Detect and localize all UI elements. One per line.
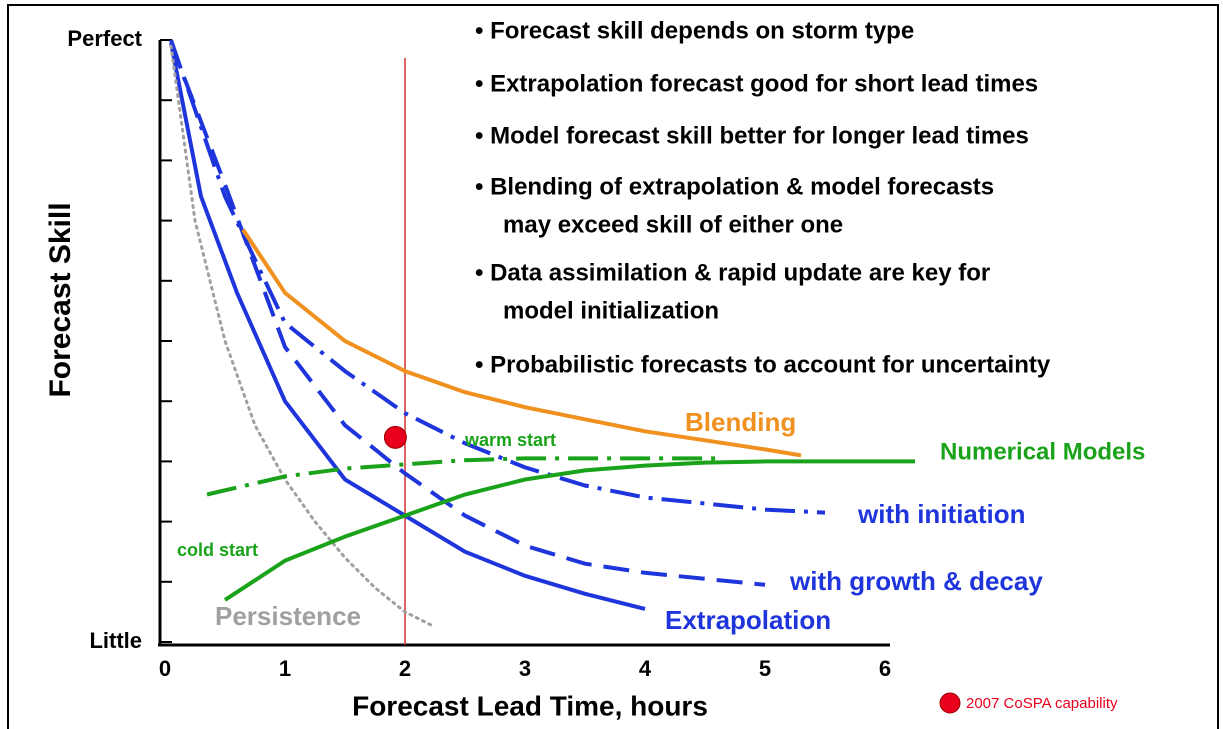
x-tick-label: 6 — [879, 656, 891, 681]
bullet-text: • Forecast skill depends on storm type — [475, 17, 914, 44]
x-tick-label: 1 — [279, 656, 291, 681]
group-label: Numerical Models — [940, 438, 1145, 465]
x-axis-title: Forecast Lead Time, hours — [352, 690, 708, 721]
bullet-text: • Blending of extrapolation & model fore… — [475, 173, 994, 200]
x-tick-label: 2 — [399, 656, 411, 681]
x-tick-label: 4 — [639, 656, 652, 681]
bullet-text: • Extrapolation forecast good for short … — [475, 70, 1038, 97]
bullet-text: • Probabilistic forecasts to account for… — [475, 351, 1051, 378]
legend-label: 2007 CoSPA capability — [966, 695, 1118, 712]
bullet-text: model initialization — [503, 297, 719, 324]
bullet-text: may exceed skill of either one — [503, 211, 843, 238]
series-line — [241, 228, 802, 458]
series-label: Extrapolation — [665, 605, 831, 635]
y-axis-title: Forecast Skill — [44, 202, 77, 397]
bullet-text: • Model forecast skill better for longer… — [475, 122, 1029, 149]
x-tick-label: 0 — [159, 656, 171, 681]
series-label: with growth & decay — [789, 566, 1043, 596]
bullet-text: • Data assimilation & rapid update are k… — [475, 259, 990, 286]
series-label: with initiation — [857, 499, 1026, 529]
series-label: Blending — [685, 407, 796, 437]
legend-marker — [939, 692, 961, 714]
y-tick-label: Little — [89, 628, 142, 653]
x-tick-label: 3 — [519, 656, 531, 681]
series-line — [169, 42, 646, 611]
x-tick-label: 5 — [759, 656, 771, 681]
series-line — [169, 44, 437, 629]
series-label: Persistence — [215, 601, 361, 631]
series-line — [169, 42, 766, 587]
frame — [7, 4, 1219, 729]
series-label: cold start — [177, 540, 258, 560]
series-label: warm start — [464, 430, 556, 450]
data-point — [383, 425, 407, 449]
series-line — [169, 39, 826, 515]
series-line — [223, 459, 915, 602]
series-line — [206, 456, 717, 497]
y-tick-label: Perfect — [67, 26, 142, 51]
